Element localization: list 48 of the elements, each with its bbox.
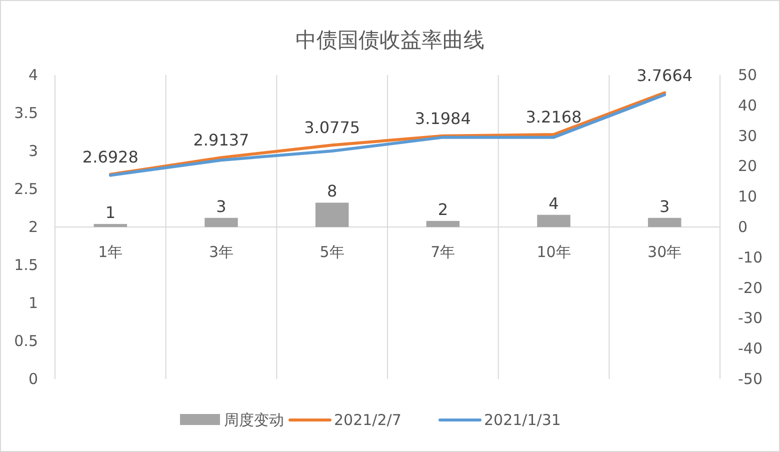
data-label: 1	[105, 202, 116, 222]
x-tick-label: 5年	[320, 243, 344, 261]
y2-tick-label: -20	[738, 278, 762, 297]
y2-tick-label: 10	[738, 188, 758, 206]
data-label: 3.1984	[414, 108, 471, 128]
data-label: 2.6928	[82, 147, 138, 166]
data-label: 3.7664	[636, 66, 693, 85]
y-tick-label: 3.5	[14, 104, 38, 122]
x-tick-label: 1年	[98, 243, 123, 261]
y-tick-label: 3	[28, 142, 38, 160]
legend-label: 2021/2/7	[334, 411, 402, 429]
y2-tick-label: 0	[738, 218, 748, 236]
y2-tick-label: -50	[738, 370, 762, 388]
y-tick-label: 0	[28, 370, 38, 388]
data-label: 3	[216, 196, 226, 216]
data-label: 4	[548, 194, 559, 213]
bar	[94, 224, 128, 227]
data-label: 2	[438, 200, 448, 219]
data-label: 3.2168	[526, 108, 582, 127]
y2-tick-label: 50	[738, 66, 758, 84]
y2-tick-label: 40	[738, 96, 758, 114]
legend-label: 周度变动	[224, 411, 284, 429]
y-tick-label: 1.5	[14, 256, 38, 274]
x-tick-label: 30年	[648, 243, 682, 261]
y2-tick-label: 30	[738, 126, 758, 145]
data-label: 3	[659, 196, 670, 216]
bar	[426, 220, 460, 227]
bar	[315, 202, 349, 227]
y-tick-label: 2	[28, 218, 38, 236]
y2-tick-label: -30	[738, 309, 762, 328]
legend-label: 2021/1/31	[484, 411, 561, 429]
chart-title: 中债国债收益率曲线	[296, 28, 484, 52]
y-tick-label: 2.5	[14, 180, 38, 198]
bar	[537, 214, 570, 227]
y-tick-label: 0.5	[14, 332, 38, 350]
bar	[648, 218, 682, 227]
y-tick-label: 1	[28, 294, 38, 312]
x-tick-label: 3年	[208, 243, 234, 261]
bar	[204, 218, 238, 227]
x-tick-label: 7年	[430, 243, 456, 261]
data-label: 3.0775	[304, 118, 360, 138]
x-tick-label: 10年	[536, 243, 571, 261]
y2-tick-label: 20	[738, 157, 758, 176]
y2-tick-label: -10	[738, 248, 762, 266]
data-label: 8	[326, 182, 338, 201]
data-label: 2.9137	[193, 130, 250, 150]
y2-tick-label: -40	[738, 340, 762, 358]
y-tick-label: 4	[28, 66, 38, 84]
